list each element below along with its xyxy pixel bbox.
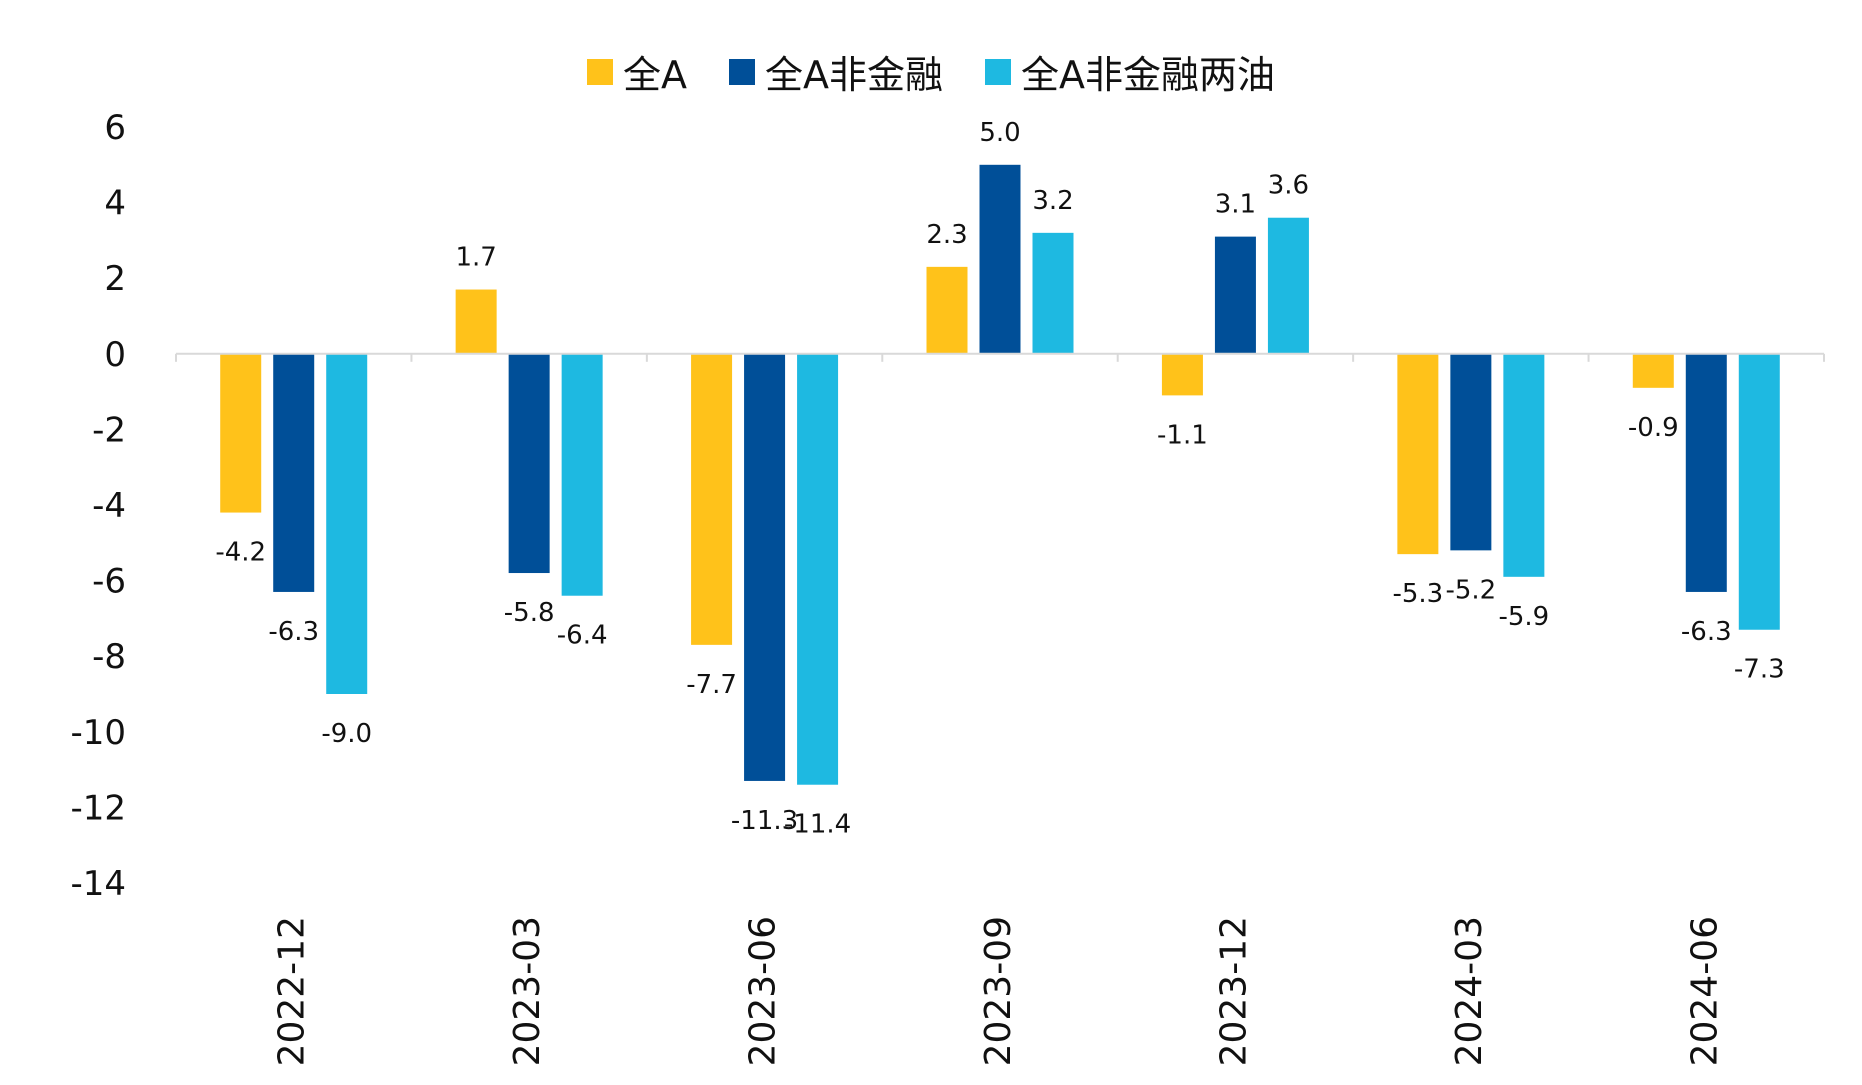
bar xyxy=(1450,353,1492,551)
bar xyxy=(691,353,733,645)
y-tick-label: -12 xyxy=(70,788,126,828)
data-label: -6.3 xyxy=(268,617,319,647)
x-tick-label: 2023-12 xyxy=(1213,916,1254,1066)
x-tick-label: 2023-06 xyxy=(743,916,784,1066)
data-label: -11.4 xyxy=(784,810,851,840)
data-label: -9.0 xyxy=(321,719,372,749)
bar xyxy=(979,164,1021,354)
data-label: -5.9 xyxy=(1498,602,1549,632)
y-tick-label: 0 xyxy=(104,335,126,375)
legend-swatch-1 xyxy=(729,58,755,85)
legend-swatch-0 xyxy=(587,58,613,85)
bar xyxy=(326,353,368,694)
bar xyxy=(1267,217,1309,354)
y-tick-label: 2 xyxy=(104,259,126,299)
bar xyxy=(797,353,839,785)
legend-label-1: 全A非金融 xyxy=(765,53,943,97)
data-label: -7.7 xyxy=(686,670,737,700)
data-label: -1.1 xyxy=(1157,420,1208,450)
legend-item-0: 全A xyxy=(587,44,687,99)
legend-label-2: 全A非金融两油 xyxy=(1021,53,1275,97)
data-label: 3.2 xyxy=(1032,186,1073,216)
bar xyxy=(1032,232,1074,354)
bar xyxy=(561,353,603,596)
data-label: 3.1 xyxy=(1215,190,1256,220)
legend-swatch-2 xyxy=(985,58,1011,85)
bar xyxy=(1397,353,1439,555)
y-tick-label: 6 xyxy=(104,108,126,148)
data-label: -5.3 xyxy=(1392,579,1443,609)
y-tick-label: -6 xyxy=(92,562,126,602)
y-tick-label: -2 xyxy=(92,410,126,450)
data-label: 1.7 xyxy=(455,243,496,273)
x-tick-label: 2023-09 xyxy=(978,916,1019,1066)
bar xyxy=(455,289,497,354)
x-tick-label: 2023-03 xyxy=(507,916,548,1066)
legend-item-2: 全A非金融两油 xyxy=(985,44,1275,99)
bar xyxy=(1738,353,1780,630)
y-tick-label: 4 xyxy=(104,184,126,224)
legend-label-0: 全A xyxy=(623,53,687,97)
legend-item-1: 全A非金融 xyxy=(729,44,943,99)
x-tick-label: 2024-06 xyxy=(1684,916,1725,1066)
y-tick-label: -8 xyxy=(92,637,126,677)
data-label: -6.3 xyxy=(1681,617,1732,647)
bar xyxy=(1214,236,1256,354)
data-label: -7.3 xyxy=(1734,655,1785,685)
y-tick-label: -10 xyxy=(70,713,126,753)
bar xyxy=(1503,353,1545,577)
data-label: -5.8 xyxy=(504,598,555,628)
data-label: 2.3 xyxy=(926,220,967,250)
data-label: 5.0 xyxy=(979,118,1020,148)
data-label: -4.2 xyxy=(215,538,266,568)
x-tick-label: 2024-03 xyxy=(1449,916,1490,1066)
data-label: 3.6 xyxy=(1268,171,1309,201)
y-tick-label: -4 xyxy=(92,486,126,526)
bar xyxy=(926,266,968,354)
bar xyxy=(508,353,550,574)
x-tick-label: 2022-12 xyxy=(272,916,313,1066)
data-label: -6.4 xyxy=(557,621,608,651)
bar xyxy=(273,353,315,592)
data-label: -11.3 xyxy=(731,806,798,836)
legend: 全A 全A非金融 全A非金融两油 xyxy=(0,44,1862,99)
bar xyxy=(1161,353,1203,396)
data-label: -0.9 xyxy=(1628,413,1679,443)
data-label: -5.2 xyxy=(1445,575,1496,605)
y-tick-label: -14 xyxy=(70,864,126,904)
bar xyxy=(220,353,262,513)
bar xyxy=(1632,353,1674,388)
bar xyxy=(744,353,786,781)
bar xyxy=(1685,353,1727,592)
